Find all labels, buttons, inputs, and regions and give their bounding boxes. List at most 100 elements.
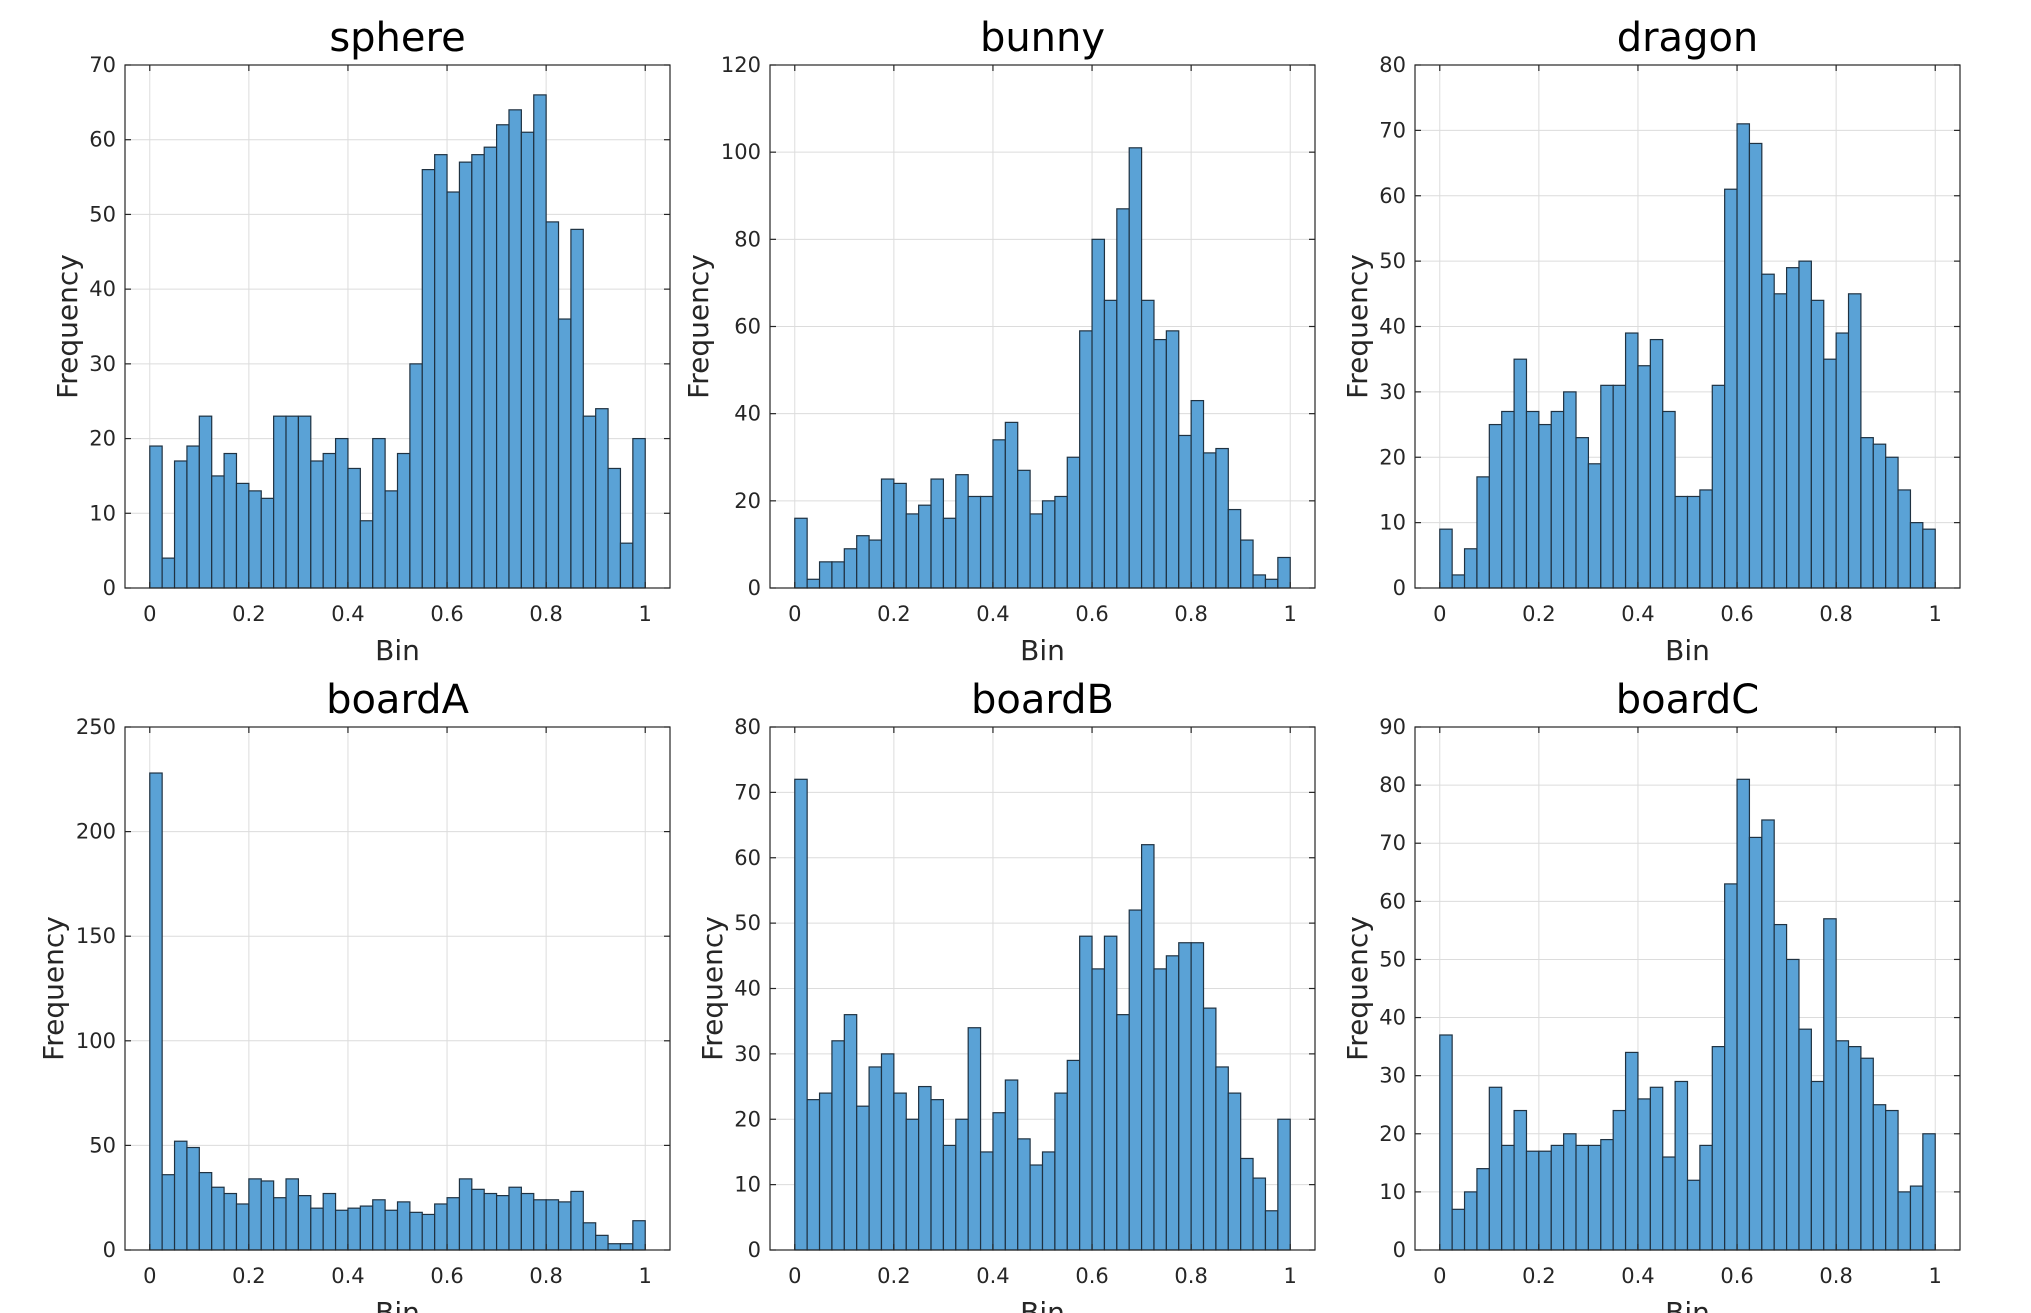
histogram-bar (1140, 299, 1155, 589)
histogram-bar (1178, 942, 1192, 1251)
histogram-bar (1165, 330, 1180, 589)
chart-title: boardC (1616, 677, 1759, 723)
histogram-bar (1897, 489, 1912, 589)
y-tick-label: 0 (103, 576, 116, 600)
y-axis-label: Frequency (1341, 254, 1374, 399)
histogram-bar (1711, 1046, 1726, 1251)
histogram-bar (1872, 1104, 1887, 1251)
histogram-bar (1252, 1177, 1267, 1251)
histogram-bar (186, 445, 200, 589)
x-tick-label: 0.8 (1174, 1264, 1207, 1288)
x-tick-label: 0.6 (1075, 1264, 1108, 1288)
histogram-bar (260, 1180, 275, 1251)
histogram-bar (310, 1207, 324, 1251)
histogram-bar (409, 363, 423, 589)
histogram-bar (1476, 1168, 1490, 1251)
y-tick-label: 60 (734, 315, 761, 339)
histogram-bar (1439, 528, 1453, 589)
y-tick-label: 150 (76, 924, 116, 948)
histogram-bar (893, 1092, 907, 1251)
histogram-bar (1488, 423, 1503, 589)
histogram-bar (434, 154, 448, 589)
x-tick-label: 1 (1284, 1264, 1297, 1288)
y-tick-label: 20 (1379, 445, 1406, 469)
y-tick-label: 30 (734, 1042, 761, 1066)
histogram-bar (918, 1085, 932, 1251)
histogram-bar (905, 513, 920, 589)
histogram-panel-sphere: 0 0.2 0.4 0.6 0.8 1010203040506070sphereBinFr… (51, 15, 671, 667)
histogram-bar (1103, 935, 1118, 1251)
y-tick-label: 100 (721, 140, 761, 164)
histogram-bar (1128, 147, 1143, 589)
histogram-bar (1847, 293, 1862, 589)
histogram-bar (1550, 1144, 1565, 1251)
histogram-bar (1773, 923, 1788, 1251)
histogram-bar (1835, 332, 1850, 589)
histogram-bar (1798, 260, 1812, 589)
histogram-bar (1103, 299, 1118, 589)
x-tick-label: 0.4 (1621, 1264, 1654, 1288)
histogram-bar (1798, 1028, 1812, 1251)
histogram-bar (918, 504, 932, 589)
x-tick-label: 0 (788, 1264, 801, 1288)
histogram-bar (1128, 909, 1143, 1251)
y-axis-label: Frequency (1341, 916, 1374, 1061)
x-tick-label: 0 (788, 602, 801, 626)
histogram-bar (149, 445, 163, 589)
y-tick-label: 40 (1379, 315, 1406, 339)
x-axis-label: Bin (1020, 634, 1065, 667)
histogram-bar (1736, 123, 1751, 589)
y-tick-label: 40 (1379, 1006, 1406, 1030)
y-tick-label: 20 (734, 1107, 761, 1131)
histogram-bar (619, 1243, 634, 1251)
histogram-bar (1277, 1118, 1291, 1251)
histogram-bar (992, 1112, 1006, 1251)
x-tick-label: 0.2 (877, 1264, 910, 1288)
histogram-bar (1227, 508, 1242, 589)
x-tick-label: 0.2 (232, 1264, 265, 1288)
histogram-bar (942, 1144, 957, 1251)
histogram-bar (322, 1192, 337, 1251)
y-tick-label: 40 (734, 402, 761, 426)
histogram-bar (1513, 358, 1528, 589)
histogram-bar (880, 1053, 895, 1251)
histogram-bar (347, 467, 361, 589)
x-tick-label: 0.2 (1522, 1264, 1555, 1288)
histogram-bar (334, 437, 349, 589)
histogram-bar (211, 475, 225, 589)
y-tick-label: 10 (734, 1173, 761, 1197)
y-tick-label: 250 (76, 715, 116, 739)
histogram-bar (161, 557, 176, 589)
histogram-bar (1587, 463, 1602, 589)
histogram-bar (1240, 539, 1254, 589)
histogram-bar (285, 1178, 300, 1251)
histogram-bar (260, 497, 275, 589)
histogram-bar (1624, 332, 1639, 589)
histogram-bar (446, 191, 461, 589)
histogram-bar (384, 490, 399, 589)
histogram-bar (1761, 819, 1775, 1251)
histogram-bar (533, 94, 547, 589)
x-axis-label: Bin (375, 1296, 420, 1313)
x-tick-label: 0.2 (1522, 602, 1555, 626)
histogram-bar (1054, 1092, 1068, 1251)
histogram-bar (1575, 1144, 1590, 1251)
histogram-bar (471, 1188, 485, 1251)
x-tick-label: 0.6 (1720, 602, 1753, 626)
axes-box (124, 726, 671, 1251)
y-tick-label: 0 (748, 1238, 761, 1262)
histogram-bar (619, 542, 634, 589)
histogram-bar (1823, 358, 1837, 589)
y-tick-label: 90 (1379, 715, 1406, 739)
histogram-bar (384, 1209, 399, 1251)
histogram-bar (1872, 443, 1887, 589)
histogram-bar (1066, 456, 1081, 589)
histogram-bar (1190, 942, 1205, 1251)
histogram-bar (1066, 1059, 1081, 1251)
histogram-bar (1215, 1066, 1229, 1251)
histogram-bar (1550, 410, 1565, 589)
histogram-bar (806, 1099, 821, 1251)
x-tick-label: 0.6 (430, 1264, 463, 1288)
histogram-bar (979, 1151, 994, 1251)
histogram-bar (508, 1186, 522, 1251)
